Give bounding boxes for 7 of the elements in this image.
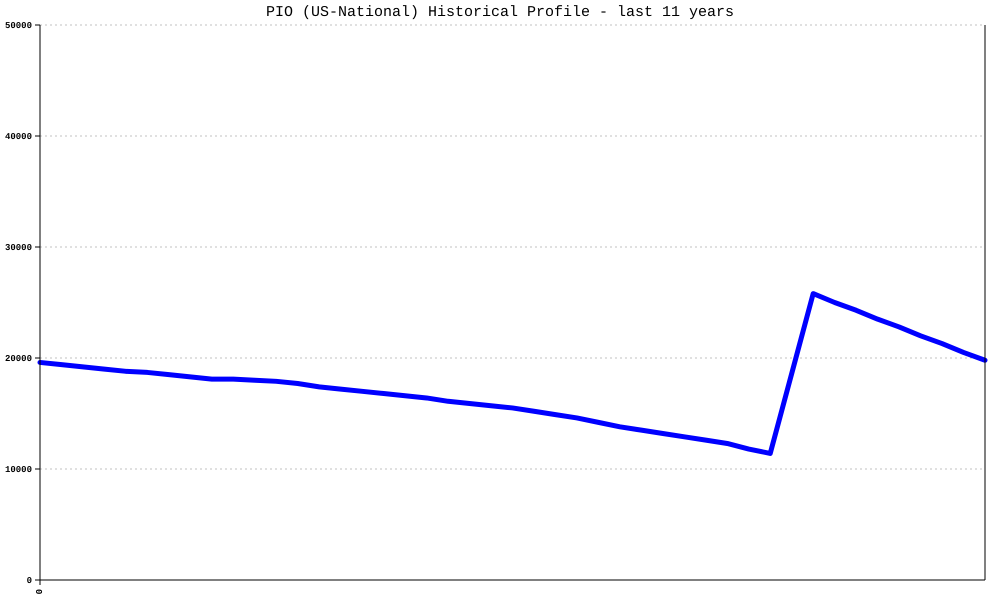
y-tick-label: 30000 — [4, 243, 32, 254]
y-tick-label: 40000 — [4, 132, 32, 142]
y-tick-label: 10000 — [4, 465, 32, 476]
y-tick-label: 0 — [26, 576, 32, 586]
y-tick-label: 50000 — [4, 21, 32, 32]
y-tick-label: 20000 — [4, 354, 32, 364]
chart-title: PIO (US-National) Historical Profile - last 11 years — [264, 4, 736, 22]
